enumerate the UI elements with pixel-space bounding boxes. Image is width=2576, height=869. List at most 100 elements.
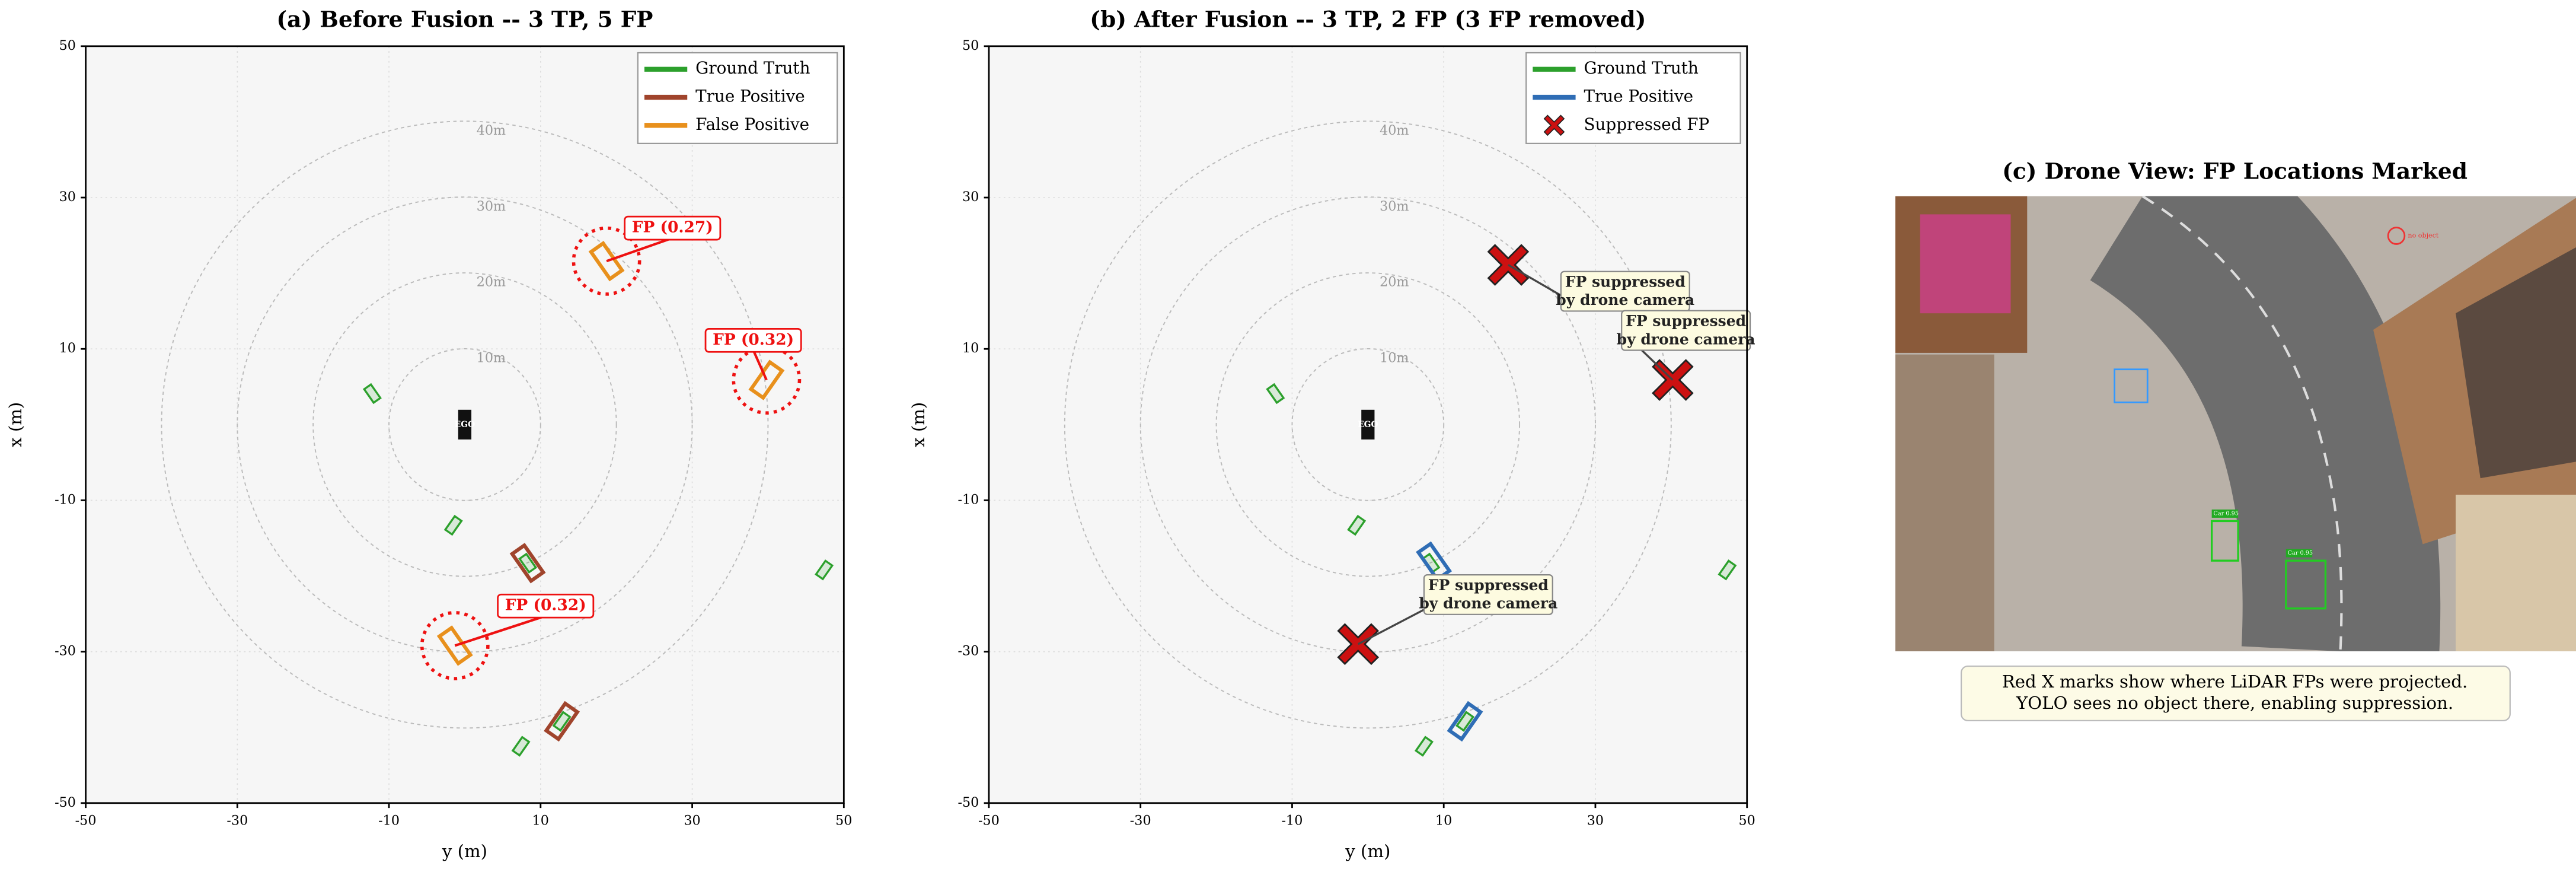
detection-tag [2211,509,2239,518]
range-ring-label: 30m [1380,199,1409,214]
fp-highlight [572,226,641,296]
chart-title: (b) After Fusion -- 3 TP, 2 FP (3 FP rem… [1090,7,1646,33]
range-ring [1291,348,1445,501]
range-ring [237,196,693,653]
detection-box [1414,736,1434,757]
x-tick-label: 50 [1739,813,1755,828]
detection-box [1455,711,1474,732]
detection-box [1718,559,1737,581]
caption-text: YOLO sees no object there, enabling supp… [2016,693,2453,713]
range-ring [161,120,769,729]
annotation-box [704,327,802,353]
x-axis-label: y (m) [1345,841,1390,861]
detection-tag [2285,549,2313,558]
x-axis-label: y (m) [442,841,487,861]
range-ring [388,348,541,501]
ego-vehicle [1361,409,1375,440]
range-ring-label: 10m [477,351,506,366]
legend-label: Suppressed FP [1584,114,1709,134]
annotation-arrow [1357,603,1435,645]
annotation-text: FP (0.32) [505,596,586,615]
legend-label: Ground Truth [695,58,810,78]
detection-box [544,701,580,742]
detection-box [362,383,382,405]
annotation-text: by drone camera [1556,291,1694,308]
x-tick-label: 50 [835,813,852,828]
detection-box [815,559,834,581]
y-tick-label: -30 [957,644,979,659]
legend-marker [1543,114,1565,136]
caption-box [1960,665,2511,721]
y-tick-label: 50 [59,38,76,53]
detection-box [436,625,473,666]
detection-box [1347,514,1367,536]
x-tick-label: -50 [75,813,97,828]
chart-title: (a) Before Fusion -- 3 TP, 5 FP [276,7,653,33]
x-tick-label: 10 [1435,813,1452,828]
range-ring-label: 10m [1380,351,1409,366]
range-ring-label: 40m [1380,123,1409,138]
y-tick-label: 50 [962,38,979,53]
x-tick-label: -50 [978,813,1000,828]
marker-label: no object [2408,232,2438,240]
y-tick-label: -50 [957,795,979,810]
drone-image [1895,196,2576,652]
y-axis-label: x (m) [908,402,928,447]
x-tick-label: 30 [1587,813,1604,828]
y-tick-label: -10 [55,492,76,507]
panel-title: (c) Drone View: FP Locations Marked [2002,158,2468,184]
x-tick-label: -10 [378,813,400,828]
detection-box [588,241,625,282]
plot-frame [85,45,845,804]
y-axis-label: x (m) [5,402,25,447]
range-ring-label: 20m [477,275,506,290]
ego-label: EGO [1358,420,1378,429]
detection-box [748,359,785,400]
x-tick-label: -10 [1282,813,1303,828]
y-tick-label: 10 [59,340,76,356]
plot-frame [988,45,1748,804]
fp-highlight [732,345,802,415]
x-tick-label: 10 [532,813,549,828]
annotation-box [1621,310,1751,351]
legend-label: Ground Truth [1584,58,1698,78]
detection-label: Car 0.95 [2288,550,2313,556]
range-ring [312,272,617,577]
x-tick-label: -30 [1130,813,1151,828]
range-ring-label: 20m [1380,275,1409,290]
annotation-arrow [454,615,546,647]
annotation-text: FP suppressed [1626,313,1746,330]
annotation-text: FP (0.32) [713,330,794,349]
y-tick-label: 30 [962,189,979,205]
y-tick-label: -30 [55,644,76,659]
annotation-text: FP suppressed [1428,577,1549,594]
x-tick-label: -30 [226,813,248,828]
legend-label: False Positive [695,114,809,134]
annotation-text: by drone camera [1617,330,1755,348]
detection-label: Car 0.95 [2213,510,2239,517]
x-tick-label: 30 [684,813,700,828]
annotation-box [497,593,595,619]
y-tick-label: 10 [962,340,979,356]
legend-label: True Positive [1584,87,1693,106]
range-ring-label: 30m [477,199,506,214]
caption-text: Red X marks show where LiDAR FPs were pr… [2002,671,2468,692]
detection-box [1266,383,1285,405]
fp-highlight [420,611,490,680]
range-ring [1215,272,1521,577]
detection-box [443,514,463,536]
annotation-box [1423,574,1553,615]
range-ring [1064,120,1672,729]
annotation-text: FP (0.27) [632,218,713,237]
detection-box [511,736,531,757]
ego-label: EGO [455,420,475,429]
plot-area: 10m 20m 30m 40m EGO [85,46,844,803]
detection-box [552,711,572,732]
y-tick-label: 30 [59,189,76,205]
annotation-text: by drone camera [1419,595,1557,612]
legend-label: True Positive [695,87,805,106]
detection-box [518,552,538,574]
ego-vehicle [458,409,472,440]
annotation-arrow [606,237,673,263]
